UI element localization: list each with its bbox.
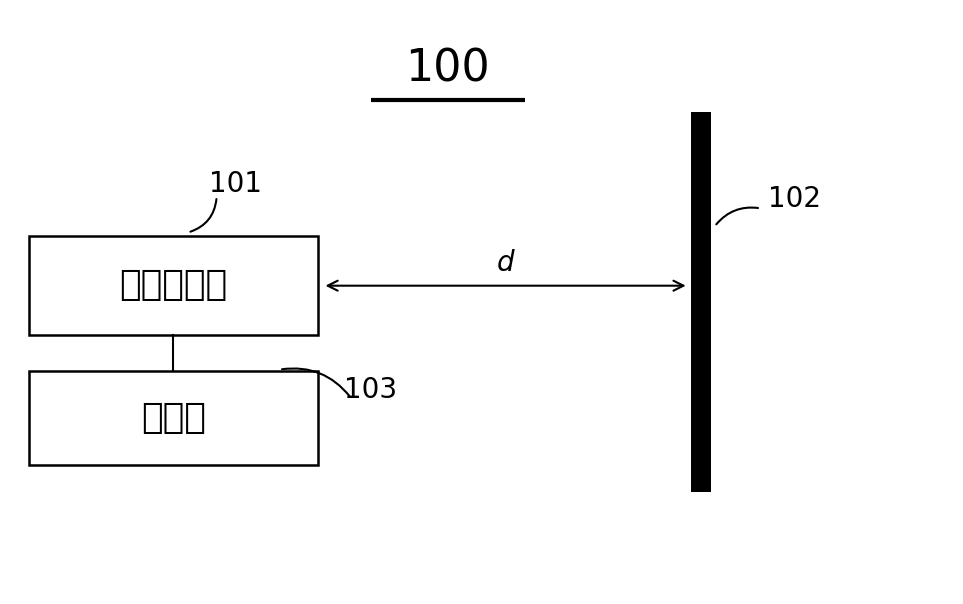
Text: d: d <box>497 249 514 277</box>
Bar <box>29 236 318 335</box>
Text: 102: 102 <box>768 185 821 213</box>
Text: 处理器: 处理器 <box>141 401 206 435</box>
Bar <box>691 112 711 492</box>
Text: 101: 101 <box>209 170 263 198</box>
Bar <box>29 371 318 465</box>
Text: 103: 103 <box>344 376 398 403</box>
Text: 红外收发器: 红外收发器 <box>119 268 227 303</box>
Text: 100: 100 <box>405 48 490 91</box>
